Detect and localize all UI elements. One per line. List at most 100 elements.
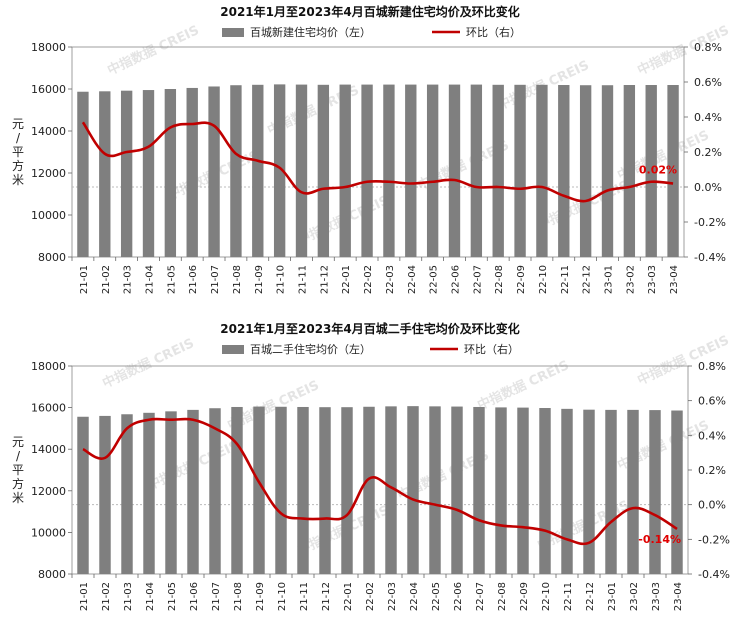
x-tick-label: 22-08 xyxy=(494,265,505,294)
x-tick-label: 21-08 xyxy=(232,265,243,294)
legend: 百城新建住宅均价（左） 环比（右） xyxy=(222,25,521,39)
y2-tick-label: 0.6% xyxy=(698,395,726,408)
legend-label-line: 环比（右） xyxy=(464,342,519,356)
x-tick-label: 22-07 xyxy=(475,582,486,611)
y-tick-label: 10000 xyxy=(31,209,66,222)
x-tick-label: 23-03 xyxy=(651,582,662,611)
x-tick-label: 21-01 xyxy=(79,265,90,294)
legend-label-line: 环比（右） xyxy=(466,25,521,39)
x-tick-label: 21-10 xyxy=(276,265,287,294)
x-tick-label: 22-08 xyxy=(497,582,508,611)
bar xyxy=(208,86,220,257)
x-tick-label: 23-03 xyxy=(647,265,658,294)
y-tick-label: 14000 xyxy=(31,443,66,456)
bar xyxy=(165,411,177,574)
x-tick-label: 22-04 xyxy=(407,265,418,294)
bar xyxy=(317,84,330,257)
bar xyxy=(361,84,373,257)
plot-frame xyxy=(71,365,689,575)
bar xyxy=(426,84,439,257)
x-tick-label: 22-07 xyxy=(472,265,483,294)
y-axis-label-char: 方 xyxy=(12,476,24,491)
legend: 百城二手住宅均价（左） 环比（右） xyxy=(222,342,519,356)
watermark: 中指数据 CREIS xyxy=(105,22,202,78)
legend-swatch-bar xyxy=(222,345,244,354)
x-tick-label: 22-03 xyxy=(387,582,398,611)
x-tick-label: 22-09 xyxy=(519,582,530,611)
x-tick-label: 23-01 xyxy=(607,582,618,611)
legend-swatch-bar xyxy=(222,28,244,37)
y-tick-label: 10000 xyxy=(31,526,66,539)
y-tick-label: 18000 xyxy=(31,41,66,54)
x-tick-label: 21-09 xyxy=(254,265,265,294)
bar xyxy=(558,85,570,257)
x-tick-label: 22-05 xyxy=(431,582,442,611)
x-tick-label: 21-05 xyxy=(166,265,177,294)
x-tick-label: 23-04 xyxy=(669,265,680,294)
bar xyxy=(627,409,639,574)
y-axis-label: 元/平方米 xyxy=(12,435,24,505)
y2-tick-label: 0.0% xyxy=(698,499,726,512)
bar xyxy=(99,415,111,574)
x-tick-label: 22-03 xyxy=(385,265,396,294)
x-tick-label: 22-06 xyxy=(453,582,464,611)
x-tick-label: 22-06 xyxy=(451,265,462,294)
x-tick-label: 21-09 xyxy=(255,582,266,611)
y2-tick-label: -0.2% xyxy=(698,533,730,546)
bar xyxy=(253,406,265,574)
legend-label-bar: 百城新建住宅均价（左） xyxy=(250,25,371,39)
bar xyxy=(470,84,483,257)
x-tick-label: 22-04 xyxy=(409,582,420,611)
x-tick-label: 23-04 xyxy=(673,582,684,611)
x-tick-label: 21-07 xyxy=(211,582,222,611)
bar xyxy=(164,89,177,257)
bar xyxy=(295,84,308,257)
y-axis-label-char: 元 xyxy=(12,435,24,449)
x-tick-label: 21-10 xyxy=(277,582,288,611)
y-tick-label: 12000 xyxy=(31,167,66,180)
y2-tick-label: 0.4% xyxy=(694,111,722,124)
bar xyxy=(143,412,155,574)
bar xyxy=(142,90,155,257)
bar xyxy=(492,84,504,257)
y-axis-label-char: 平 xyxy=(12,463,24,477)
bar xyxy=(407,406,419,574)
x-tick-label: 22-11 xyxy=(563,582,574,611)
y-tick-label: 12000 xyxy=(31,485,66,498)
x-tick-label: 22-09 xyxy=(516,265,527,294)
x-tick-label: 21-06 xyxy=(189,582,200,611)
bar xyxy=(495,407,507,574)
plot-frame xyxy=(71,46,685,258)
bar xyxy=(385,406,397,574)
x-tick-label: 21-04 xyxy=(145,265,156,294)
y2-tick-label: 0.8% xyxy=(698,360,726,373)
bar xyxy=(601,85,614,257)
y-axis-label-char: / xyxy=(16,449,21,463)
last-value-label: -0.14% xyxy=(638,533,681,546)
x-tick-label: 23-01 xyxy=(604,265,615,294)
y2-tick-label: -0.4% xyxy=(694,251,726,264)
bar xyxy=(561,408,573,574)
y2-tick-label: 0.2% xyxy=(698,464,726,477)
bar xyxy=(583,409,595,574)
y-axis-label-char: / xyxy=(16,131,21,145)
y-axis-label-char: 元 xyxy=(12,117,24,131)
mom-line xyxy=(82,417,678,546)
x-tick-label: 22-01 xyxy=(341,265,352,294)
x-tick-label: 23-02 xyxy=(625,265,636,294)
x-tick-label: 21-04 xyxy=(145,582,156,611)
x-tick-label: 21-06 xyxy=(188,265,199,294)
y2-tick-label: -0.2% xyxy=(694,216,726,229)
bar xyxy=(121,414,133,574)
bar xyxy=(275,406,287,574)
bar xyxy=(99,91,111,257)
x-tick-label: 22-11 xyxy=(560,265,571,294)
x-tick-label: 21-12 xyxy=(319,265,330,294)
bar xyxy=(186,87,198,257)
bar xyxy=(273,84,286,257)
bar xyxy=(341,407,353,574)
x-tick-label: 22-01 xyxy=(343,582,354,611)
y-tick-label: 18000 xyxy=(31,360,66,373)
